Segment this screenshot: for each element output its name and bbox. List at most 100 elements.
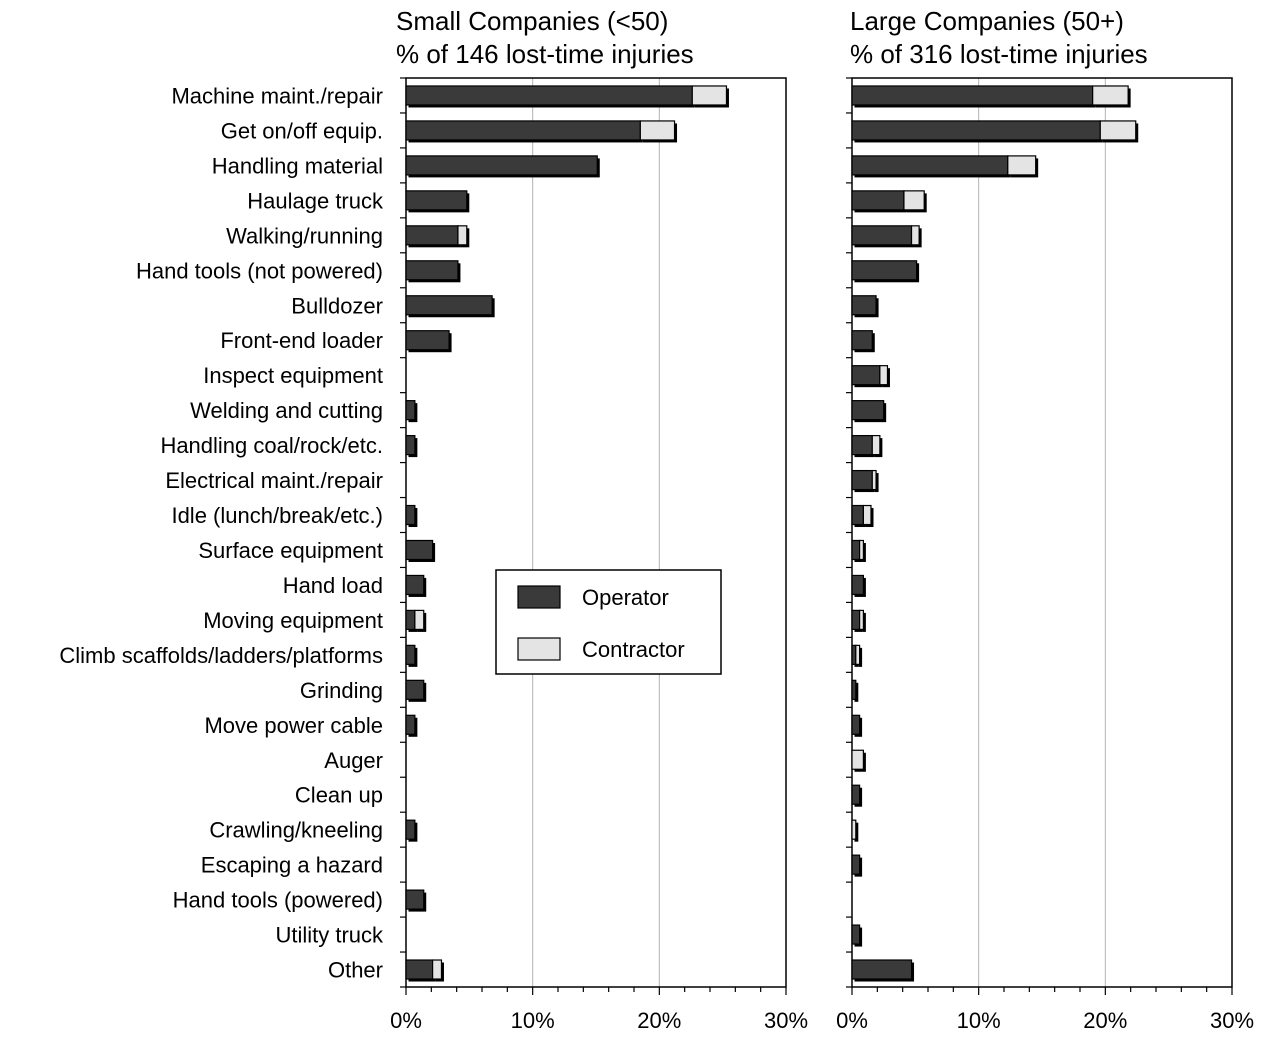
category-label-walking-running: Walking/running	[226, 223, 383, 248]
large-bar-contractor-surface-equipment	[858, 539, 864, 561]
small-bar-operator-handling-coal-rock-etc	[405, 434, 416, 456]
large-bar-operator-haulage-truck	[851, 190, 905, 211]
small-bar-operator-hand-tools-powered	[405, 889, 425, 910]
small-companies-panel: Small Companies (<50) % of 146 lost-time…	[59, 6, 808, 1033]
category-label-handling-material: Handling material	[212, 153, 383, 178]
large-x-tick-label: 20%	[1083, 1008, 1127, 1033]
category-label-surface-equipment: Surface equipment	[198, 538, 383, 563]
large-bar-operator-welding-and-cutting	[851, 400, 885, 421]
large-bar-contractor-machine-maint-repair	[1092, 85, 1129, 106]
category-label-hand-load: Hand load	[283, 573, 383, 598]
category-label-clean-up: Clean up	[295, 783, 383, 808]
large-bar-operator-hand-tools-not-powered	[851, 260, 918, 281]
large-bar-operator-idle-lunch-break-etc	[851, 504, 864, 526]
category-label-inspect-equipment: Inspect equipment	[203, 363, 383, 388]
small-bar-operator-surface-equipment	[405, 539, 434, 561]
small-x-tick-label: 10%	[511, 1008, 555, 1033]
small-bar-operator-welding-and-cutting	[405, 400, 416, 421]
large-bar-operator-bulldozer	[851, 295, 877, 316]
small-bar-operator-haulage-truck	[405, 190, 468, 211]
large-bar-contractor-handling-material	[1007, 155, 1037, 176]
small-x-tick-label: 0%	[390, 1008, 422, 1033]
large-bar-operator-handling-coal-rock-etc	[851, 434, 873, 456]
small-bar-contractor-moving-equipment	[414, 609, 425, 631]
category-label-climb-scaffolds-ladders-platforms: Climb scaffolds/ladders/platforms	[59, 643, 383, 668]
small-bar-operator-move-power-cable	[405, 714, 416, 735]
category-label-grinding: Grinding	[300, 678, 383, 703]
large-bar-contractor-handling-coal-rock-etc	[871, 434, 881, 456]
large-bar-contractor-crawling-kneeling	[851, 819, 857, 840]
legend-swatch-operator	[517, 585, 561, 609]
large-bar-operator-surface-equipment	[851, 539, 861, 561]
small-bar-operator-walking-running	[405, 225, 459, 246]
large-bar-operator-moving-equipment	[851, 609, 861, 631]
large-panel-title: Large Companies (50+)	[850, 6, 1124, 36]
small-bar-operator-climb-scaffolds-ladders-platforms	[405, 644, 416, 665]
large-bar-contractor-auger	[851, 749, 864, 770]
category-label-crawling-kneeling: Crawling/kneeling	[209, 818, 383, 843]
large-bar-operator-clean-up	[851, 784, 861, 805]
large-plot-frame	[851, 77, 1233, 988]
legend-label-contractor: Contractor	[582, 637, 685, 662]
large-bar-operator-escaping-a-hazard	[851, 854, 861, 875]
category-label-auger: Auger	[324, 748, 383, 773]
large-companies-panel: Large Companies (50+) % of 316 lost-time…	[836, 6, 1254, 1033]
category-label-handling-coal-rock-etc: Handling coal/rock/etc.	[160, 433, 383, 458]
large-x-tick-label: 10%	[957, 1008, 1001, 1033]
small-x-tick-label: 20%	[637, 1008, 681, 1033]
large-bar-operator-handling-material	[851, 155, 1009, 176]
small-bar-operator-get-on-off-equip	[405, 120, 641, 141]
category-label-machine-maint-repair: Machine maint./repair	[171, 83, 383, 108]
small-bar-operator-moving-equipment	[405, 609, 416, 631]
legend-swatch-contractor	[517, 637, 561, 661]
small-bar-contractor-machine-maint-repair	[691, 85, 728, 106]
large-bar-shadow-contractor-surface-equipment	[862, 542, 866, 562]
small-bar-operator-front-end-loader	[405, 330, 450, 351]
small-bar-operator-crawling-kneeling	[405, 819, 416, 840]
large-bar-operator-front-end-loader	[851, 330, 873, 351]
large-x-tick-label: 0%	[836, 1008, 868, 1033]
category-label-bulldozer: Bulldozer	[291, 293, 383, 318]
small-bar-operator-machine-maint-repair	[405, 85, 693, 106]
small-bar-operator-bulldozer	[405, 295, 493, 316]
category-label-other: Other	[328, 958, 383, 983]
category-label-welding-and-cutting: Welding and cutting	[190, 398, 383, 423]
large-bar-operator-other	[851, 959, 913, 980]
category-label-idle-lunch-break-etc: Idle (lunch/break/etc.)	[171, 503, 383, 528]
large-bar-operator-machine-maint-repair	[851, 85, 1094, 106]
small-panel-title: Small Companies (<50)	[396, 6, 668, 36]
small-bar-operator-other	[405, 959, 434, 980]
large-bar-shadow-contractor-crawling-kneeling	[854, 822, 859, 842]
large-bar-contractor-idle-lunch-break-etc	[862, 504, 872, 526]
legend-label-operator: Operator	[582, 585, 669, 610]
small-plot-frame	[405, 77, 787, 988]
large-bar-operator-grinding	[851, 679, 857, 700]
large-bar-contractor-walking-running	[910, 225, 920, 246]
large-bar-contractor-moving-equipment	[858, 609, 864, 631]
small-bar-operator-hand-load	[405, 574, 425, 596]
category-label-electrical-maint-repair: Electrical maint./repair	[165, 468, 383, 493]
large-bar-operator-get-on-off-equip	[851, 120, 1101, 141]
category-label-utility-truck: Utility truck	[275, 923, 384, 948]
category-label-front-end-loader: Front-end loader	[220, 328, 383, 353]
large-bar-operator-move-power-cable	[851, 714, 861, 735]
small-bar-contractor-other	[432, 959, 443, 980]
large-bar-contractor-climb-scaffolds-ladders-platforms	[855, 644, 861, 665]
large-bar-operator-walking-running	[851, 225, 913, 246]
large-bar-shadow-operator-grinding	[854, 682, 859, 702]
large-bar-contractor-electrical-maint-repair	[871, 469, 877, 491]
small-bar-operator-grinding	[405, 679, 425, 700]
large-panel-subtitle: % of 316 lost-time injuries	[850, 39, 1148, 69]
category-label-moving-equipment: Moving equipment	[203, 608, 383, 633]
category-label-get-on-off-equip: Get on/off equip.	[221, 118, 383, 143]
large-x-tick-label: 30%	[1210, 1008, 1254, 1033]
category-label-escaping-a-hazard: Escaping a hazard	[201, 853, 383, 878]
large-bar-operator-electrical-maint-repair	[851, 469, 873, 491]
small-bar-operator-handling-material	[405, 155, 598, 176]
small-panel-subtitle: % of 146 lost-time injuries	[396, 39, 694, 69]
large-bar-operator-inspect-equipment	[851, 365, 881, 386]
large-bar-operator-utility-truck	[851, 924, 861, 945]
category-label-move-power-cable: Move power cable	[204, 713, 383, 738]
small-x-tick-label: 30%	[764, 1008, 808, 1033]
